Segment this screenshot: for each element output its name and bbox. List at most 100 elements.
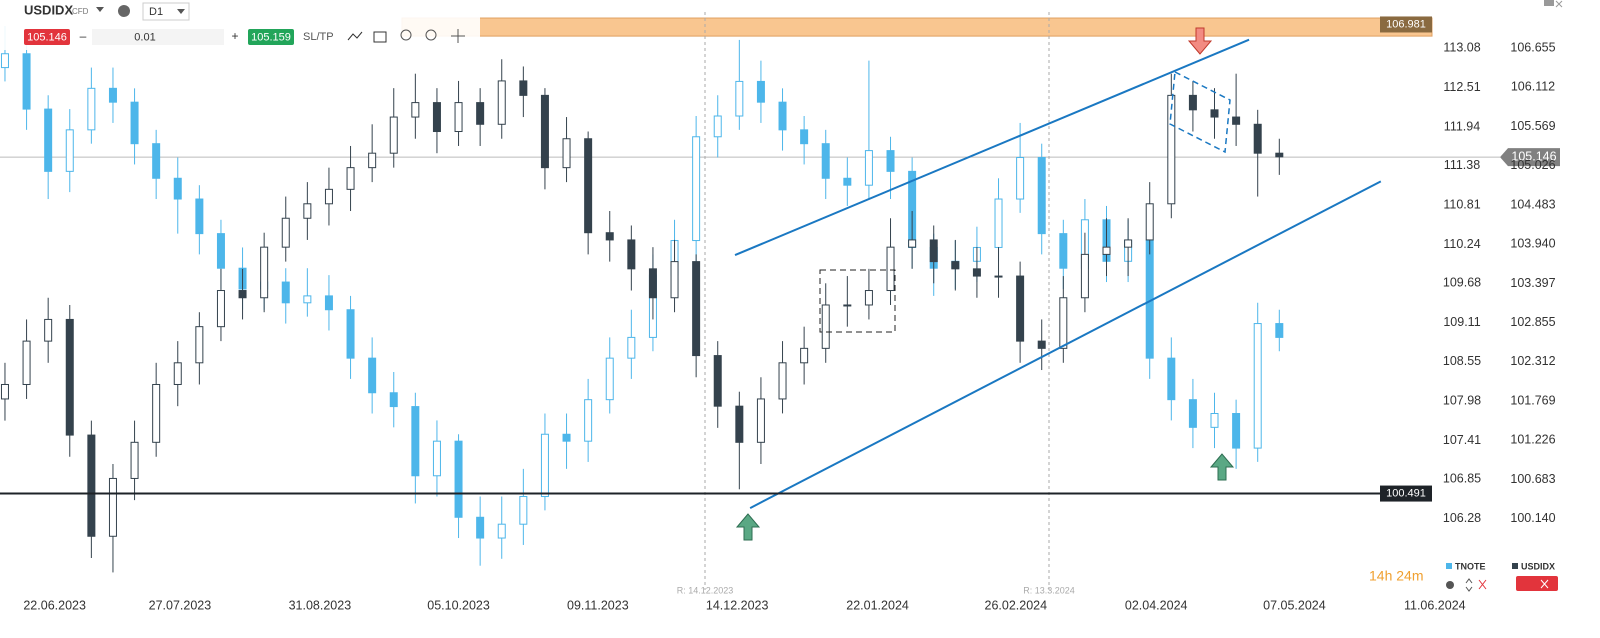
- legend-label: TNOTE: [1455, 561, 1486, 571]
- candle-body: [972, 268, 981, 277]
- candle-body: [497, 523, 506, 539]
- candle-tool[interactable]: [373, 31, 387, 43]
- timeframe-select[interactable]: [142, 2, 190, 21]
- candle-body: [216, 290, 225, 328]
- candle-body: [778, 101, 787, 131]
- candle-body: [605, 232, 614, 241]
- candle-body: [1167, 357, 1176, 401]
- candle-body: [281, 281, 290, 304]
- release-label: R: 13.3.2024: [1023, 585, 1075, 595]
- remove-icon[interactable]: [1478, 579, 1487, 590]
- candle-body: [540, 94, 549, 169]
- sell-button[interactable]: [24, 29, 70, 45]
- candle-body: [108, 87, 117, 103]
- y2-tick-label: 109.11: [1443, 315, 1480, 329]
- candle-body: [346, 167, 355, 190]
- price-badge: [1380, 16, 1432, 33]
- lot-plus[interactable]: +: [231, 29, 238, 43]
- symbol[interactable]: USDIDX: [24, 2, 73, 17]
- remove-series-button[interactable]: [1516, 576, 1558, 591]
- y-tick-label: 101.769: [1510, 393, 1555, 407]
- current-price-label: 105.146: [1511, 149, 1556, 163]
- y2-tick-label: 111.38: [1444, 158, 1480, 172]
- release-label: R: 14.12.2023: [677, 585, 734, 595]
- y-tick-label: 105.026: [1510, 158, 1555, 172]
- candle-body: [195, 326, 204, 364]
- reorder-icon[interactable]: [1465, 578, 1473, 592]
- candle-body: [22, 53, 31, 110]
- axes: 113.08 112.51 111.94 111.38 110.81 110.24 109.…: [23, 40, 1555, 612]
- candle-body: [368, 152, 377, 169]
- candle-body: [476, 102, 485, 125]
- candle-body: [87, 434, 96, 537]
- candle-body: [44, 318, 53, 342]
- candle-body: [1232, 413, 1241, 449]
- candle-body: [497, 80, 506, 125]
- buy-button[interactable]: [248, 29, 294, 45]
- candle-body: [540, 433, 549, 498]
- candle-body: [324, 295, 333, 311]
- candle-body: [324, 188, 333, 205]
- candle-body: [519, 80, 528, 96]
- candle-body: [87, 87, 96, 131]
- x-tick-label: 22.06.2023: [23, 598, 86, 612]
- y-tick-label: 106.655: [1510, 40, 1555, 54]
- candle-body: [864, 150, 873, 186]
- y2-tick-label: 107.98: [1443, 393, 1481, 407]
- window-close[interactable]: [1555, 0, 1563, 8]
- y2-tick-label: 110.81: [1443, 198, 1480, 212]
- sltp-button[interactable]: SL/TP: [303, 31, 334, 43]
- candle-body: [152, 383, 161, 443]
- candle-body: [1059, 233, 1068, 269]
- dropdown-icon[interactable]: [96, 7, 104, 12]
- x-tick-label: 09.11.2023: [567, 598, 629, 612]
- visibility-icon[interactable]: [1446, 581, 1454, 589]
- candle-body: [821, 304, 830, 349]
- candle-body: [152, 143, 161, 179]
- candle-body: [929, 239, 938, 263]
- sell-price: 105.146: [27, 31, 67, 43]
- candle-body: [411, 102, 420, 118]
- zoom-in[interactable]: [425, 29, 437, 41]
- line-tool[interactable]: [347, 31, 363, 41]
- x-tick-label: 11.06.2024: [1404, 598, 1466, 612]
- info-icon[interactable]: [118, 5, 130, 17]
- candle-body: [303, 203, 312, 219]
- zoom-out[interactable]: [400, 29, 412, 41]
- price-badge: [1380, 485, 1432, 502]
- candle-body: [1059, 297, 1068, 349]
- window-minimize[interactable]: [1544, 0, 1554, 6]
- lot-input[interactable]: [92, 29, 224, 45]
- candle-body: [843, 177, 852, 186]
- y2-tick-label: 106.85: [1443, 472, 1481, 486]
- candle-body: [238, 290, 247, 299]
- candle-body: [756, 398, 765, 443]
- consolidation-box: [819, 269, 896, 333]
- y2-tick-label: 106.28: [1443, 511, 1481, 525]
- candle-body: [1145, 203, 1154, 241]
- candle-body: [735, 80, 744, 117]
- lot-size: 0.01: [134, 31, 155, 43]
- candle-body: [1124, 239, 1133, 248]
- candle-body: [519, 496, 528, 525]
- candle-body: [130, 101, 139, 145]
- candle-body: [886, 246, 895, 292]
- pan-tool[interactable]: [451, 29, 465, 43]
- candle-body: [908, 239, 917, 248]
- candle-body: [389, 392, 398, 408]
- candle-body: [1037, 340, 1046, 349]
- x-tick-label: 05.10.2023: [427, 598, 490, 612]
- candle-body: [843, 304, 852, 307]
- candle-body: [432, 440, 441, 477]
- resistance-label: 106.981: [1386, 18, 1426, 30]
- y-tick-label: 103.397: [1510, 276, 1555, 290]
- y2-tick-label: 113.08: [1443, 41, 1480, 55]
- candle-body: [713, 115, 722, 138]
- resistance-zone: [401, 17, 1433, 37]
- lot-minus[interactable]: –: [80, 29, 87, 43]
- support-label: 100.491: [1386, 487, 1426, 499]
- candle-body: [432, 102, 441, 133]
- toolbar-bg: [0, 0, 480, 50]
- candle-body: [65, 318, 74, 436]
- candle-body: [1188, 94, 1197, 111]
